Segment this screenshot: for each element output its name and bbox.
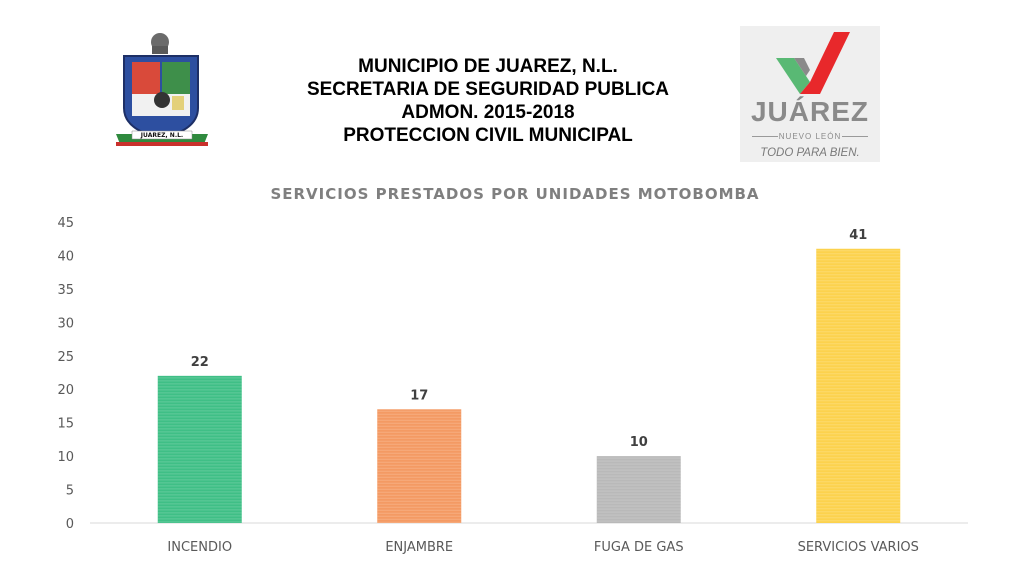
bar	[816, 248, 901, 523]
data-label: 10	[630, 435, 648, 450]
bar	[157, 375, 242, 523]
chart-title: SERVICIOS PRESTADOS POR UNIDADES MOTOBOM…	[270, 185, 759, 203]
category-label: INCENDIO	[167, 540, 232, 555]
y-tick-label: 35	[57, 283, 74, 298]
logo-divider-left	[752, 136, 778, 137]
juarez-logo: JUÁREZ NUEVO LEÓN TODO PARA BIEN.	[740, 26, 880, 162]
logo-divider-right	[842, 136, 868, 137]
data-labels: 22 17 10 41	[191, 228, 868, 450]
checkmark-icon	[776, 32, 850, 94]
y-tick-label: 25	[57, 350, 74, 365]
header-line-civil-protection: PROTECCION CIVIL MUNICIPAL	[343, 125, 633, 146]
y-tick-label: 15	[57, 417, 74, 432]
header-line-municipality: MUNICIPIO DE JUAREZ, N.L.	[358, 56, 618, 77]
header-line-administration: ADMON. 2015-2018	[401, 102, 575, 123]
y-tick-label: 30	[57, 316, 74, 331]
logo-slogan: TODO PARA BIEN.	[760, 147, 860, 159]
data-label: 17	[410, 388, 428, 403]
logo-region: NUEVO LEÓN	[778, 132, 842, 141]
y-tick-label: 20	[57, 383, 74, 398]
category-label: ENJAMBRE	[385, 540, 453, 555]
category-label: SERVICIOS VARIOS	[798, 540, 919, 555]
y-tick-label: 5	[66, 484, 74, 499]
y-tick-label: 0	[66, 517, 74, 532]
category-labels: INCENDIO ENJAMBRE FUGA DE GAS SERVICIOS VAR…	[167, 540, 919, 555]
seal-banner-text: JUAREZ, N.L.	[140, 132, 183, 139]
y-axis-ticks: 0 5 10 15 20 25 30 35 40 45	[57, 216, 74, 532]
bar	[596, 456, 681, 523]
logo-word: JUÁREZ	[750, 96, 869, 127]
y-tick-label: 10	[57, 450, 74, 465]
municipal-seal-logo: JUAREZ, N.L.	[116, 33, 208, 146]
data-label: 41	[849, 228, 867, 243]
header-title-block: MUNICIPIO DE JUAREZ, N.L. SECRETARIA DE …	[255, 55, 721, 147]
data-label: 22	[191, 355, 209, 370]
y-tick-label: 40	[57, 249, 74, 264]
bars-group	[157, 248, 901, 523]
bar	[377, 409, 462, 523]
header-line-secretariat: SECRETARIA DE SEGURIDAD PUBLICA	[306, 79, 670, 100]
y-tick-label: 45	[57, 216, 74, 231]
category-label: FUGA DE GAS	[594, 540, 684, 555]
